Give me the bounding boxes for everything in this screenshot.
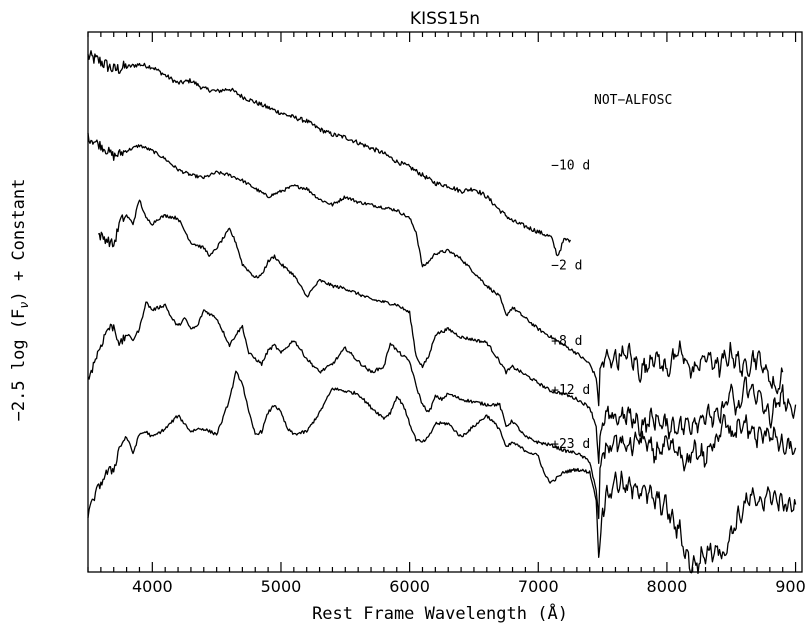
axis-ticks: 4000 5000 6000 7000 8000 9000 (87, 32, 805, 596)
x-tick-label: 7000 (518, 577, 559, 596)
epoch-label: −10 d (551, 159, 590, 174)
x-axis-label: Rest Frame Wavelength (Å) (312, 602, 568, 624)
epoch-label: +12 d (551, 383, 590, 398)
epoch-label: +8 d (551, 334, 582, 349)
spectrum-line (87, 132, 784, 407)
epoch-label: +23 d (551, 437, 590, 452)
x-tick-label: 4000 (132, 577, 173, 596)
instrument-label: NOT−ALFOSC (594, 93, 672, 108)
spectra-lines (87, 50, 797, 575)
x-tick-label: 5000 (261, 577, 302, 596)
y-axis-label-subscript: ν (17, 302, 31, 309)
spectrum-line (87, 301, 797, 520)
spectrum-line (97, 199, 797, 464)
chart-title: KISS15n (410, 9, 480, 29)
epoch-labels: −10 d −2 d +8 d +12 d +23 d (551, 159, 590, 452)
y-axis-label: −2.5 log (Fν) + Constant (9, 179, 31, 422)
y-axis-label-main: −2.5 log (F (9, 309, 29, 422)
x-tick-label: 6000 (389, 577, 430, 596)
plot-frame (87, 31, 803, 573)
epoch-label: −2 d (551, 259, 582, 274)
spectrum-line (87, 50, 571, 257)
y-axis-label-tail: ) + Constant (9, 179, 29, 302)
x-tick-label: 9000 (775, 577, 805, 596)
spectrum-line (87, 370, 797, 575)
x-tick-label: 8000 (647, 577, 688, 596)
